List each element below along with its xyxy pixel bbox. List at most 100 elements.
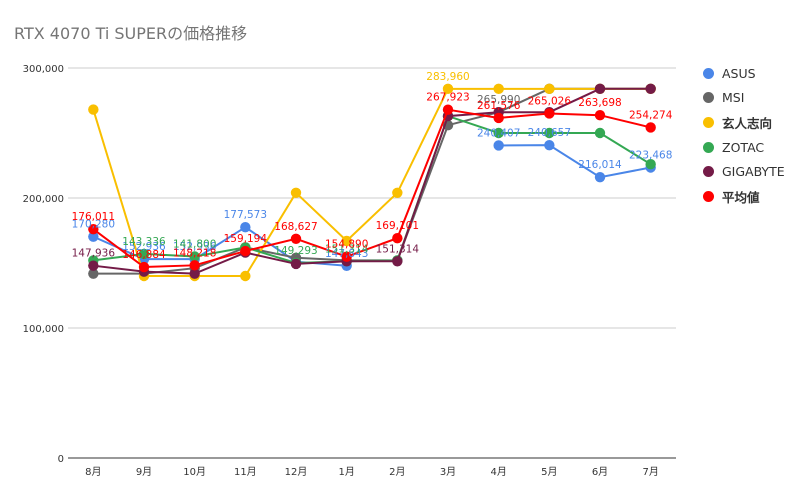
data-label: 176,011 bbox=[72, 211, 115, 223]
data-label: 283,960 bbox=[426, 71, 469, 83]
data-point bbox=[392, 232, 403, 244]
legend-label: GIGABYTE bbox=[722, 164, 785, 180]
data-point bbox=[88, 268, 99, 279]
x-tick-label: 7月 bbox=[642, 466, 658, 478]
data-point bbox=[493, 140, 504, 151]
data-label: 170,280 bbox=[72, 219, 115, 231]
legend-label: ZOTAC bbox=[722, 139, 765, 155]
series-line bbox=[92, 108, 651, 269]
data-label: 151,314 bbox=[376, 243, 420, 255]
data-label: 159,194 bbox=[224, 233, 268, 245]
legend-label: ASUS bbox=[722, 65, 756, 81]
legend-item: ZOTAC bbox=[703, 135, 785, 160]
legend-marker bbox=[703, 116, 714, 128]
legend-label: 平均値 bbox=[722, 189, 760, 205]
data-label: 141,800 bbox=[173, 239, 216, 251]
data-point bbox=[544, 139, 555, 151]
x-tick-label: 10月 bbox=[183, 466, 206, 478]
y-tick-label: 0 bbox=[58, 454, 64, 465]
data-point bbox=[594, 83, 606, 95]
x-tick-label: 11月 bbox=[234, 466, 257, 478]
data-point bbox=[240, 270, 251, 282]
data-point bbox=[544, 127, 555, 139]
x-tick-label: 2月 bbox=[389, 466, 405, 478]
legend: ASUS MSI 玄人志向 ZOTAC GIGABYTE 平均値 bbox=[703, 61, 785, 209]
data-point bbox=[594, 171, 606, 183]
data-point bbox=[442, 83, 454, 95]
series-layer bbox=[88, 83, 656, 282]
x-tick-label: 12月 bbox=[285, 466, 308, 478]
axis-layer: 0 100,000 200,000 300,000 8月 9月 10月 11月 12月 1月 2月 3… bbox=[23, 64, 659, 478]
data-point bbox=[645, 83, 656, 95]
series-line bbox=[92, 87, 651, 277]
data-point bbox=[392, 256, 403, 267]
data-point bbox=[189, 260, 200, 271]
series-平均値 bbox=[88, 104, 656, 273]
data-label: 149,293 bbox=[274, 245, 317, 257]
data-point bbox=[594, 127, 606, 139]
legend-item: 平均値 bbox=[703, 184, 785, 209]
data-label: 143,336 bbox=[122, 236, 166, 248]
y-tick-label: 300,000 bbox=[23, 64, 64, 75]
x-tick-label: 9月 bbox=[136, 466, 152, 478]
x-tick-label: 8月 bbox=[85, 466, 101, 478]
x-tick-label: 3月 bbox=[440, 466, 456, 478]
data-point bbox=[138, 261, 150, 273]
data-label: 148,218 bbox=[173, 247, 216, 259]
series-line bbox=[498, 144, 651, 179]
data-label: 240,657 bbox=[528, 127, 571, 139]
data-point bbox=[189, 251, 200, 262]
series-line bbox=[93, 87, 651, 275]
data-label-layer: 170,280 152,936 152,936 177,573 147,843 240,4… bbox=[72, 71, 673, 261]
legend-marker bbox=[703, 67, 714, 79]
data-point bbox=[442, 104, 454, 115]
x-tick-label: 1月 bbox=[338, 466, 354, 478]
data-point bbox=[645, 122, 656, 133]
data-point bbox=[493, 112, 504, 124]
data-label: 265,026 bbox=[528, 95, 572, 107]
y-tick-label: 200,000 bbox=[23, 194, 64, 205]
grid-layer bbox=[68, 67, 676, 459]
data-label: 265,990 bbox=[477, 94, 520, 106]
legend-label: 玄人志向 bbox=[722, 115, 773, 131]
data-point bbox=[493, 83, 504, 95]
data-point bbox=[392, 187, 403, 198]
data-label: 216,014 bbox=[578, 159, 622, 171]
data-label: 177,573 bbox=[224, 209, 267, 221]
data-label: 147,843 bbox=[325, 248, 368, 260]
data-label: 240,407 bbox=[477, 127, 520, 139]
x-tick-label: 5月 bbox=[541, 466, 557, 478]
legend-item: GIGABYTE bbox=[703, 159, 785, 184]
legend-marker bbox=[703, 92, 714, 104]
data-label: 151,314 bbox=[325, 243, 369, 255]
data-point bbox=[88, 223, 99, 235]
data-point bbox=[88, 104, 99, 115]
legend-label: MSI bbox=[722, 90, 745, 106]
data-label: 146,884 bbox=[122, 249, 166, 261]
legend-item: MSI bbox=[703, 86, 785, 111]
data-point bbox=[544, 108, 555, 119]
data-label: 267,923 bbox=[426, 92, 469, 104]
data-point bbox=[138, 248, 150, 260]
data-label: 169,101 bbox=[376, 220, 419, 232]
chart-title: RTX 4070 Ti SUPERの価格推移 bbox=[14, 24, 248, 43]
data-point bbox=[544, 83, 555, 95]
data-point bbox=[341, 251, 352, 262]
data-label: 154,890 bbox=[325, 239, 368, 251]
legend-marker bbox=[703, 166, 714, 178]
x-tick-label: 4月 bbox=[490, 466, 506, 478]
data-label: 168,627 bbox=[274, 221, 317, 233]
data-point bbox=[290, 258, 302, 270]
data-label: 263,698 bbox=[578, 97, 621, 109]
data-point bbox=[290, 233, 302, 244]
data-point bbox=[594, 109, 606, 121]
y-tick-label: 100,000 bbox=[23, 324, 64, 335]
data-point bbox=[290, 187, 302, 198]
data-label: 254,274 bbox=[629, 109, 673, 121]
data-point bbox=[493, 127, 504, 139]
legend-item: 玄人志向 bbox=[703, 110, 785, 135]
data-label: 261,576 bbox=[477, 100, 521, 112]
data-label: 152,936 bbox=[173, 241, 217, 253]
data-point bbox=[240, 221, 251, 233]
